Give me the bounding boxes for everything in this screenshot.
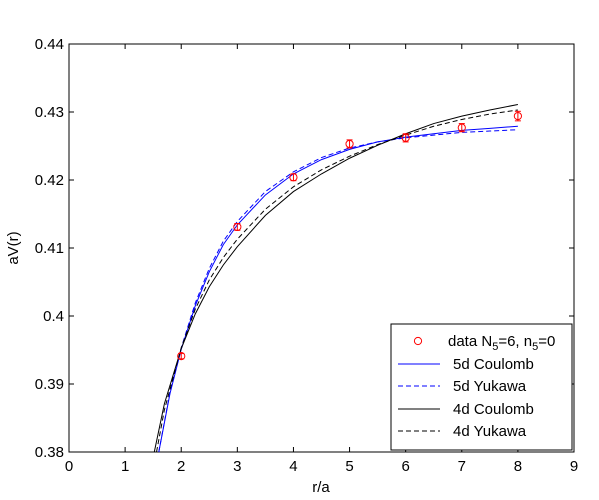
- x-tick-label: 8: [514, 458, 522, 475]
- marker-circle: [401, 133, 410, 142]
- x-tick-label: 5: [345, 458, 353, 475]
- marker-circle: [457, 123, 466, 132]
- data-point: [457, 123, 466, 133]
- marker-circle: [233, 222, 242, 232]
- x-tick-label: 9: [570, 458, 578, 475]
- x-tick-label: 4: [289, 458, 297, 475]
- legend-entry-4d-coulomb: 4d Coulomb: [453, 401, 534, 418]
- marker-circle: [177, 352, 186, 361]
- x-tick-label: 2: [177, 458, 185, 475]
- axis-ticks: 0 1 2 3 4 5 6 7 8 9 0.38 0.39 0.4 0.41 0.42 0.43 0.44: [35, 36, 578, 475]
- y-tick-label: 0.43: [35, 104, 64, 121]
- x-tick-label: 7: [458, 458, 466, 475]
- x-tick-label: 6: [401, 458, 409, 475]
- legend-box: [390, 323, 573, 451]
- y-tick-label: 0.39: [35, 376, 64, 393]
- data-point: [401, 133, 410, 143]
- y-tick-label: 0.42: [35, 172, 64, 189]
- series-line-4d-yukawa: [156, 109, 518, 453]
- data-markers: [177, 110, 522, 361]
- y-tick-label: 0.44: [35, 36, 64, 53]
- x-tick-label: 0: [65, 458, 73, 475]
- y-tick-label: 0.4: [43, 308, 64, 325]
- legend-entry-4d-yukawa: 4d Yukawa: [453, 423, 527, 440]
- data-point: [513, 110, 522, 122]
- y-tick-label: 0.41: [35, 240, 64, 257]
- x-tick-label: 1: [121, 458, 129, 475]
- legend-entry-5d-coulomb: 5d Coulomb: [453, 356, 534, 373]
- data-point: [177, 352, 186, 361]
- x-axis-label: r/a: [312, 479, 330, 496]
- marker-circle: [513, 111, 522, 121]
- data-point: [233, 222, 242, 232]
- legend-entry-5d-yukawa: 5d Yukawa: [453, 378, 527, 395]
- legend-marker-symbol: [413, 336, 423, 346]
- data-point: [289, 173, 298, 182]
- y-axis-label: aV(r): [5, 231, 22, 264]
- data-point: [345, 139, 354, 149]
- x-tick-label: 3: [233, 458, 241, 475]
- y-tick-label: 0.38: [35, 444, 64, 461]
- marker-circle: [345, 139, 354, 149]
- series-line-5d-yukawa: [158, 129, 518, 453]
- legend-entry-data: data N5=6, n5=0: [448, 333, 555, 353]
- series-line-4d-coulomb: [153, 104, 518, 453]
- marker-circle: [289, 173, 298, 182]
- legend: data N5=6, n5=0 5d Coulomb 5d Yukawa 4d …: [390, 323, 573, 451]
